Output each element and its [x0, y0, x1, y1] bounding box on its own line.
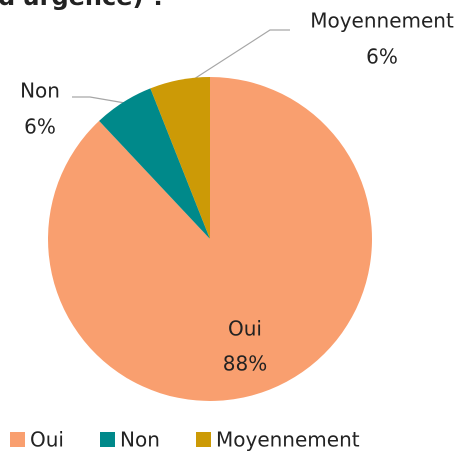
slice-label: Moyennement	[310, 9, 454, 33]
slice-value-label: 6%	[366, 45, 398, 69]
slice-label: Non	[20, 79, 60, 103]
legend-swatch	[196, 432, 211, 447]
pie-slice	[99, 88, 210, 239]
slice-value-label: 6%	[24, 115, 56, 139]
legend-label: Oui	[30, 428, 64, 452]
legend-label: Moyennement	[216, 428, 360, 452]
legend-swatch	[100, 432, 115, 447]
legend-swatch	[10, 432, 25, 447]
chart-title: d'urgence) ?	[0, 0, 166, 11]
leader-line	[72, 96, 126, 104]
pie-slice	[150, 77, 210, 239]
slice-label: Oui	[228, 317, 262, 341]
leader-line	[179, 29, 290, 89]
legend-label: Non	[120, 428, 160, 452]
pie-slice	[47, 77, 372, 401]
slice-value-label: 88%	[223, 352, 267, 376]
